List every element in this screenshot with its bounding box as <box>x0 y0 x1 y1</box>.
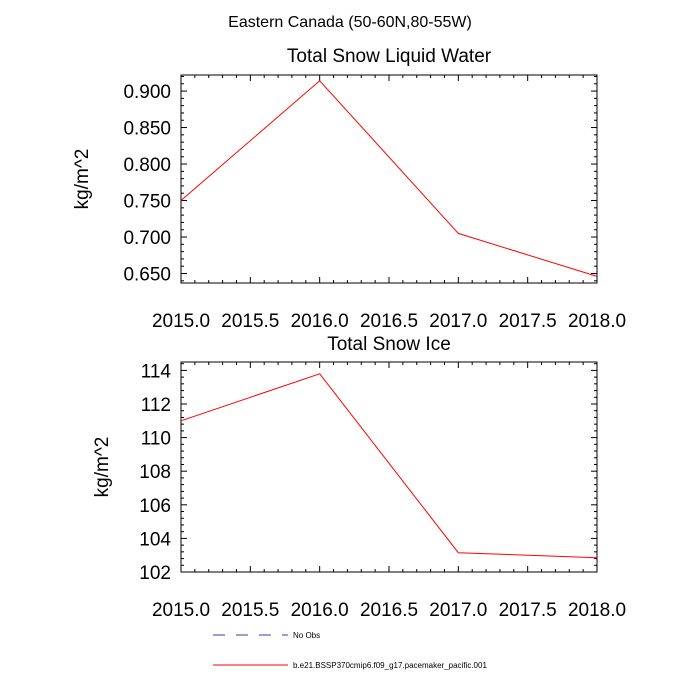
swl-ytick-label: 0.850 <box>123 119 171 140</box>
ice-series-line <box>180 373 598 559</box>
ice-ylabel: kg/m^2 <box>92 437 113 498</box>
swl-ytick-label: 0.900 <box>123 82 171 103</box>
ice-ytick-label: 114 <box>141 361 172 382</box>
ice-ytick-label: 104 <box>139 529 171 550</box>
ice-ytick-label: 112 <box>141 395 171 416</box>
swl-ytick-label: 0.750 <box>123 192 171 213</box>
legend-label-no-obs: No Obs <box>293 631 320 640</box>
swl-xtick-label: 2015.0 <box>152 311 210 332</box>
ice-xtick-label: 2016.0 <box>291 600 349 621</box>
ice-xtick-label: 2016.5 <box>360 600 418 621</box>
swl-ytick-label: 0.800 <box>123 155 171 176</box>
ice-ytick-label: 108 <box>139 462 171 483</box>
swl-xtick-label: 2016.5 <box>360 311 418 332</box>
ice-ytick-label: 110 <box>141 429 171 450</box>
swl-plot-frame <box>180 74 598 284</box>
swl-ytick-label: 0.650 <box>123 265 171 286</box>
ice-ytick-label: 106 <box>139 496 171 517</box>
ice-xtick-label: 2017.5 <box>499 600 557 621</box>
swl-xtick-label: 2016.0 <box>291 311 349 332</box>
legend: No Obs b.e21.BSSP370cmip6.f09_g17.pacema… <box>213 631 487 670</box>
swl-series-line <box>180 80 598 277</box>
swl-xtick-label: 2015.5 <box>221 311 279 332</box>
ice-xtick-label: 2015.0 <box>152 600 210 621</box>
swl-xtick-label: 2017.0 <box>429 311 487 332</box>
ice-xtick-label: 2017.0 <box>429 600 487 621</box>
ice-title: Total Snow Ice <box>327 334 451 355</box>
swl-title: Total Snow Liquid Water <box>287 46 492 67</box>
ice-xtick-label: 2015.5 <box>221 600 279 621</box>
swl-ylabel: kg/m^2 <box>72 149 93 210</box>
figure-suptitle: Eastern Canada (50-60N,80-55W) <box>228 14 472 31</box>
swl-xtick-label: 2018.0 <box>568 311 626 332</box>
panel-snow-ice: Total Snow Ice kg/m^2 2015.0 2015.5 2016.0 20… <box>92 334 626 621</box>
panel-snow-liquid-water: Total Snow Liquid Water kg/m^2 2015.0 2015.… <box>72 46 626 332</box>
ice-ytick-label: 102 <box>139 563 171 584</box>
legend-label-model-run: b.e21.BSSP370cmip6.f09_g17.pacemaker_pac… <box>293 661 487 670</box>
ice-xtick-label: 2018.0 <box>568 600 626 621</box>
swl-xtick-label: 2017.5 <box>499 311 557 332</box>
swl-ytick-label: 0.700 <box>123 228 171 249</box>
ice-plot-frame <box>180 361 598 573</box>
